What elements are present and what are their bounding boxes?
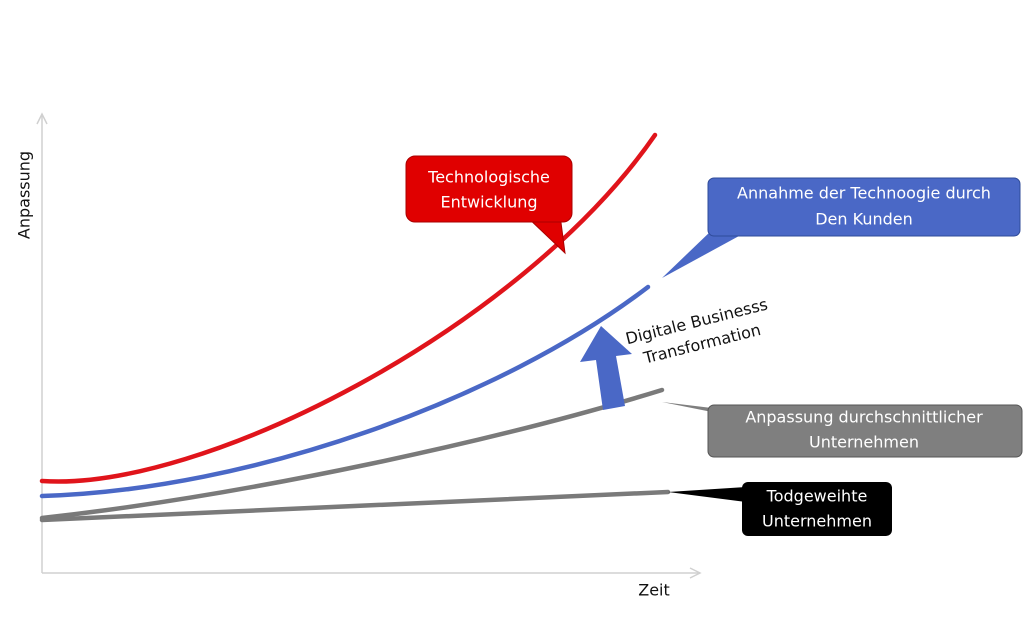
tech-curve [39,132,658,484]
callout-average: Anpassung durchschnittlicher Unternehmen [662,402,1023,458]
callout-text: Technologische [427,168,550,187]
callout-box [405,155,573,223]
callout-customer: Annahme der Technoogie durch Den Kunden [662,177,1021,278]
callout-text: Den Kunden [815,210,913,229]
callout-text: Annahme der Technoogie durch [737,184,991,203]
callout-text: Entwicklung [441,193,538,212]
transformation-arrow [580,326,632,410]
callout-box [707,404,1023,458]
callout-text: Todgeweihte [766,487,868,506]
x-label: Zeit [638,581,670,600]
callout-tail [662,230,750,278]
y-label: Anpassung [15,151,34,239]
callout-text: Anpassung durchschnittlicher [745,408,983,427]
callout-box [742,482,892,536]
callout-tech: Technologische Entwicklung [405,155,573,255]
callout-text: Unternehmen [809,433,919,452]
customer-curve [39,284,651,499]
x-arrow [689,567,702,579]
average-curve [39,387,665,521]
callout-text: Unternehmen [762,512,872,531]
callout-box [707,177,1021,237]
callout-doomed: Todgeweihte Unternehmen [668,482,892,536]
callout-tail [668,487,746,502]
y-arrow [36,112,48,125]
doomed-line [39,489,671,523]
